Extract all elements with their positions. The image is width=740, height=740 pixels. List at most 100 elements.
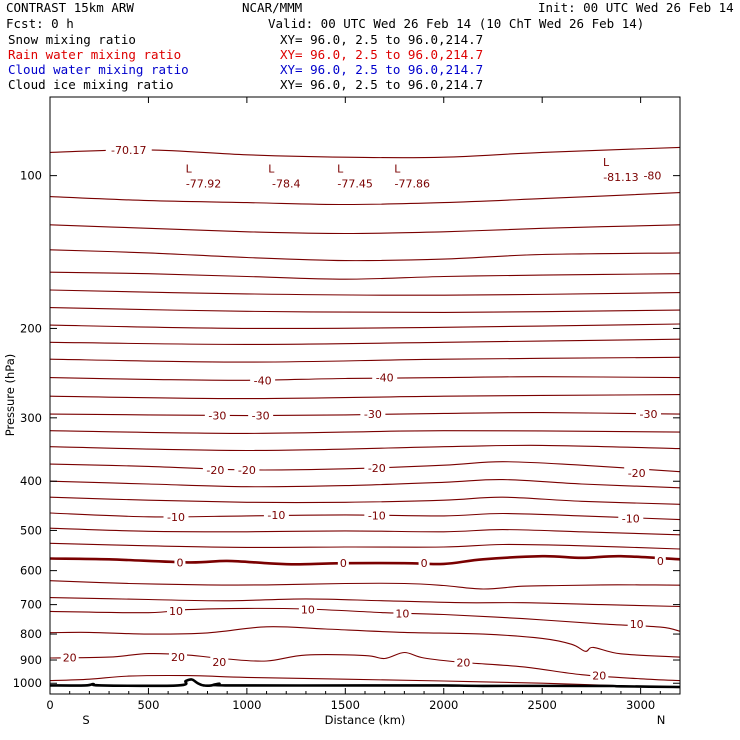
- isotherm-line-17: [50, 496, 680, 505]
- contour-label-bg: [163, 509, 189, 523]
- y-tick-label-8: 900: [20, 653, 42, 667]
- contour-label-27: 20: [456, 656, 470, 669]
- axes-layer: 0 500 1000 1500 2000 2500 30001002003004005006…: [13, 97, 680, 712]
- contour-label-bg: [624, 465, 650, 479]
- isotherm-line-10: [50, 376, 680, 381]
- contour-label-21: 10: [301, 603, 315, 616]
- y-tick-label-3: 400: [20, 474, 42, 488]
- contour-label-bg: [250, 373, 276, 387]
- contour-label-bg: [654, 554, 666, 568]
- contour-label-1: -80: [643, 170, 661, 183]
- isotherm-line-11: [50, 394, 680, 400]
- y-tick-label-7: 800: [20, 627, 42, 641]
- isotherm-line-6: [50, 307, 680, 313]
- contour-label-23: 10: [630, 618, 644, 631]
- low-center-symbol-3: L: [394, 163, 401, 176]
- low-center-value-1: -78.4: [272, 178, 300, 191]
- low-center-symbol-4: L: [603, 156, 610, 169]
- low-center-label-bg: [597, 170, 644, 183]
- isotherm-line-25: [50, 626, 680, 658]
- isotherm-line-19: [50, 527, 680, 536]
- low-center-value-2: -77.45: [337, 178, 372, 191]
- contour-label-bg: [639, 168, 665, 182]
- isotherm-line-3: [50, 249, 680, 262]
- contour-label-19: 0: [657, 555, 664, 568]
- contour-label-bg: [234, 462, 260, 476]
- y-tick-label-5: 600: [20, 564, 42, 578]
- contour-label-6: -30: [364, 408, 382, 421]
- south-end-label: S: [82, 713, 89, 727]
- isotherm-line-22: [50, 580, 680, 590]
- contour-label-28: 20: [592, 669, 606, 682]
- low-center-symbol-1: L: [268, 163, 275, 176]
- isotherm-line-4: [50, 271, 680, 280]
- contour-label-14: -10: [368, 509, 386, 522]
- y-tick-label-2: 300: [20, 411, 42, 425]
- terrain-layer: [50, 678, 680, 689]
- contour-label-18: 0: [421, 557, 428, 570]
- isotherm-line-12: [50, 412, 680, 417]
- isotherm-line-21: [50, 554, 680, 566]
- low-center-value-0: -77.92: [186, 178, 221, 191]
- isotherm-line-26: [50, 651, 680, 682]
- contour-label-bg: [210, 654, 229, 668]
- low-center-label-bg: [389, 177, 436, 190]
- isotherm-line-8: [50, 338, 680, 345]
- contour-label-bg: [360, 407, 386, 421]
- contour-label-bg: [636, 407, 661, 421]
- terrain-line: [50, 678, 680, 689]
- low-center-value-4: -81.13: [603, 171, 638, 184]
- contour-label-15: -10: [622, 513, 640, 526]
- forecast-hour: Fcst: 0 h: [6, 16, 74, 31]
- contour-label-20: 10: [169, 605, 183, 618]
- x-axis-label: Distance (km): [325, 713, 406, 727]
- isotherm-line-1: [50, 192, 680, 206]
- isotherm-line-16: [50, 479, 680, 489]
- isotherm-line-13: [50, 430, 680, 434]
- contour-label-bg: [372, 370, 398, 384]
- contour-label-0: -70.17: [111, 144, 146, 157]
- contour-label-26: 20: [212, 656, 226, 669]
- contour-label-bg: [60, 650, 79, 664]
- y-tick-label-4: 500: [20, 523, 42, 537]
- field-xy-cloud-water: XY= 96.0, 2.5 to 96.0,214.7: [280, 62, 483, 77]
- contour-label-bg: [174, 555, 186, 569]
- contour-label-bg: [590, 668, 609, 682]
- isotherm-line-9: [50, 356, 680, 363]
- field-name-snow: Snow mixing ratio: [8, 32, 136, 47]
- contour-label-25: 20: [171, 651, 185, 664]
- contour-label-16: 0: [176, 556, 183, 569]
- contour-label-bg: [202, 462, 228, 476]
- contour-label-bg: [105, 142, 152, 156]
- field-name-cloud-water: Cloud water mixing ratio: [8, 62, 189, 77]
- contour-label-4: -30: [208, 410, 226, 423]
- isotherm-line-2: [50, 224, 680, 235]
- contour-label-bg: [337, 556, 349, 570]
- contour-label-3: -40: [376, 372, 394, 385]
- north-end-label: N: [657, 713, 666, 727]
- contour-label-24: 20: [63, 652, 77, 665]
- title-center: NCAR/MMM: [242, 0, 302, 15]
- x-tick-label-2: 1000: [232, 698, 261, 712]
- isotherm-line-24: [50, 607, 680, 632]
- low-center-label-bg: [180, 177, 227, 190]
- y-tick-label-1: 200: [20, 321, 42, 335]
- contour-label-13: -10: [267, 509, 285, 522]
- x-tick-label-4: 2000: [429, 698, 458, 712]
- contour-label-2: -40: [254, 374, 272, 387]
- contour-label-bg: [248, 408, 274, 422]
- field-xy-rain: XY= 96.0, 2.5 to 96.0,214.7: [280, 47, 483, 62]
- contour-label-bg: [618, 511, 644, 525]
- contour-label-bg: [263, 507, 289, 521]
- contour-label-10: -20: [368, 462, 386, 475]
- isotherm-line-23: [50, 597, 680, 608]
- contour-label-bg: [204, 408, 230, 422]
- valid-time: Valid: 00 UTC Wed 26 Feb 14 (10 ChT Wed …: [268, 16, 644, 31]
- y-axis-label: Pressure (hPa): [3, 354, 17, 437]
- x-tick-label-5: 2500: [528, 698, 557, 712]
- field-name-cloud-ice: Cloud ice mixing ratio: [8, 77, 174, 92]
- contour-label-11: -20: [628, 467, 646, 480]
- x-tick-label-6: 3000: [626, 698, 655, 712]
- y-tick-label-6: 700: [20, 598, 42, 612]
- isotherm-layer: [50, 146, 680, 689]
